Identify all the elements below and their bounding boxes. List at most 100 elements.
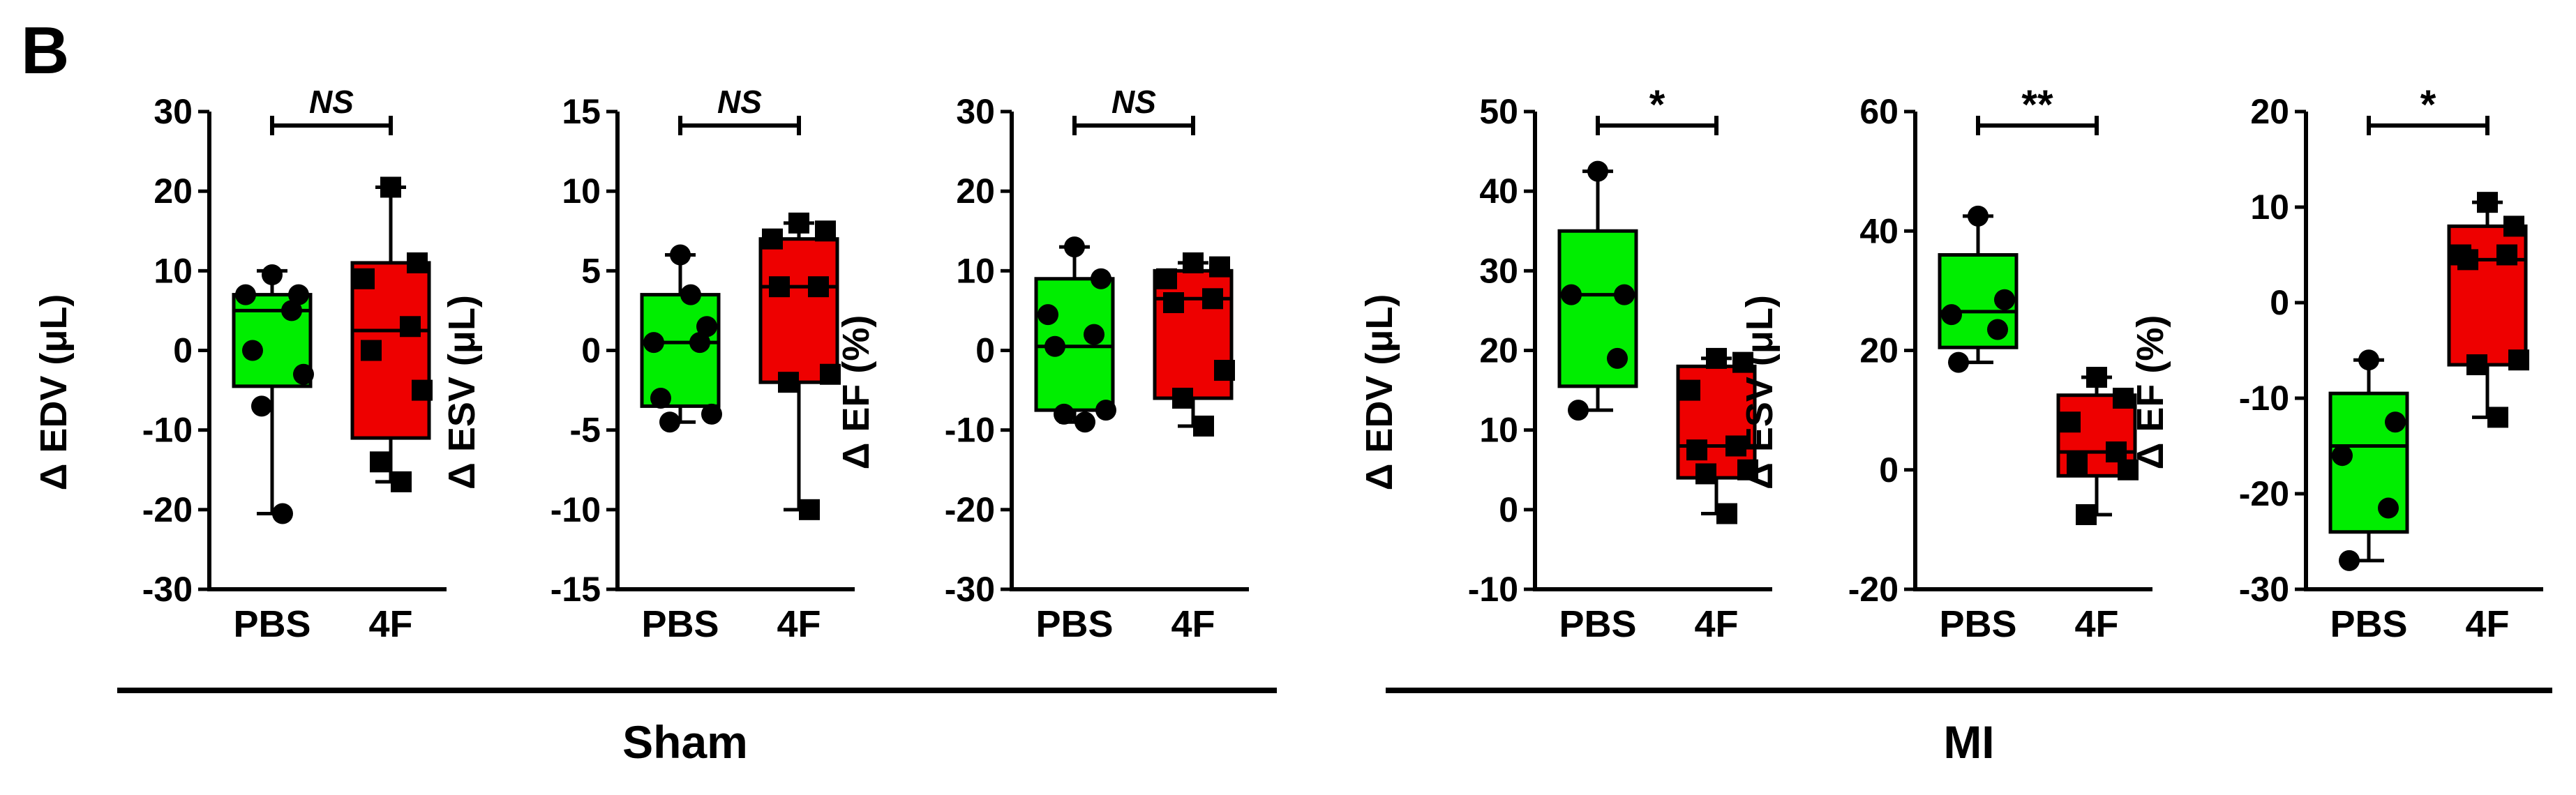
data-point [769, 276, 790, 298]
data-point [788, 212, 809, 234]
y-tick-label: -20 [2239, 474, 2289, 513]
data-point [1695, 463, 1716, 485]
x-category-label: PBS [641, 603, 719, 645]
data-point [1706, 347, 1727, 369]
x-category-label: PBS [233, 603, 310, 645]
data-point [1725, 435, 1746, 457]
data-point [1095, 400, 1116, 421]
x-category-label: PBS [1559, 603, 1636, 645]
series-4f [1153, 252, 1235, 437]
y-tick-label: 15 [562, 92, 601, 131]
data-point [2113, 388, 2134, 409]
x-category-label: 4F [2074, 603, 2118, 645]
x-category-label: 4F [777, 603, 821, 645]
data-point [262, 264, 283, 286]
data-point [370, 451, 391, 473]
chart-2: -15 -10 -5 0 5 10 15 Δ ESV (μL) PBS 4F NS [441, 84, 855, 645]
data-point [762, 228, 783, 250]
y-tick-label: -10 [1468, 570, 1518, 609]
data-point [391, 471, 412, 492]
y-tick-label: -10 [2239, 379, 2289, 418]
y-tick-label: -15 [551, 570, 601, 609]
y-tick-label: -30 [142, 570, 193, 609]
data-point [2118, 459, 2139, 480]
y-tick-label: -5 [570, 411, 601, 450]
y-tick-label: 10 [562, 172, 601, 211]
data-point [293, 363, 314, 385]
y-tick-label: 10 [1479, 411, 1518, 450]
data-point [2106, 441, 2127, 463]
data-point [2086, 367, 2107, 388]
y-tick-label: -30 [945, 570, 995, 609]
y-tick-label: -20 [142, 490, 193, 529]
y-axis-label: Δ EF (%) [2129, 315, 2171, 470]
data-point [1968, 205, 1989, 227]
y-tick-label: 20 [956, 172, 995, 211]
data-point [1209, 256, 1230, 278]
series-4f [2056, 367, 2139, 525]
data-point [400, 316, 421, 338]
data-point [361, 340, 382, 361]
data-point [2457, 249, 2478, 271]
data-point [2466, 354, 2487, 376]
group-bars-layer: Sham MI [117, 688, 2552, 768]
y-tick-label: 0 [173, 331, 193, 370]
data-point [1737, 459, 1758, 480]
data-point [1183, 252, 1204, 273]
panel-letter: B [21, 13, 70, 88]
y-tick-label: 0 [581, 331, 601, 370]
data-point [1064, 236, 1085, 258]
data-point [1614, 284, 1635, 305]
series-4f [1676, 347, 1758, 524]
x-category-label: PBS [1939, 603, 2016, 645]
data-point [2496, 244, 2517, 266]
series-4f [350, 176, 433, 492]
y-tick-label: 40 [1479, 172, 1518, 211]
data-point [1038, 304, 1058, 326]
data-point [380, 176, 401, 198]
significance-label: ** [2021, 82, 2053, 128]
data-point [2076, 503, 2097, 525]
y-tick-label: 20 [1859, 331, 1899, 370]
data-point [820, 363, 841, 385]
data-point [1084, 324, 1104, 345]
series-pbs [1034, 236, 1116, 433]
group-label-mi: MI [1943, 716, 1994, 768]
y-tick-label: -20 [1848, 570, 1899, 609]
y-tick-label: 30 [956, 92, 995, 131]
data-point [1163, 292, 1184, 313]
data-point [1202, 288, 1223, 310]
data-point [1994, 289, 2015, 310]
y-tick-label: 5 [581, 251, 601, 290]
data-point [696, 316, 717, 338]
series-pbs [2328, 349, 2409, 571]
y-tick-label: 0 [2270, 283, 2289, 322]
y-tick-label: 10 [153, 251, 193, 290]
x-category-label: 4F [1171, 603, 1215, 645]
y-tick-label: 20 [153, 172, 193, 211]
chart-1: -30 -20 -10 0 10 20 30 Δ EDV (μL) PBS 4F NS [33, 84, 447, 645]
y-tick-label: 0 [975, 331, 995, 370]
y-tick-label: -10 [142, 411, 193, 450]
data-point [680, 284, 701, 305]
data-point [2487, 407, 2508, 428]
y-tick-label: 20 [1479, 331, 1518, 370]
data-point [2508, 349, 2529, 371]
data-point [689, 332, 710, 354]
box-iqr [758, 237, 839, 384]
series-pbs [640, 244, 722, 433]
y-axis-label: Δ EF (%) [835, 315, 877, 470]
data-point [1568, 400, 1589, 421]
y-axis-label: Δ EDV (μL) [33, 294, 75, 491]
data-point [235, 284, 256, 305]
data-point [1941, 304, 1962, 326]
data-point [1587, 160, 1608, 182]
series-pbs [1938, 205, 2019, 373]
y-tick-label: 0 [1879, 450, 1899, 490]
data-point [1607, 347, 1628, 369]
data-point [1193, 415, 1214, 437]
data-point [407, 252, 428, 273]
data-point [2358, 349, 2379, 371]
significance-label: * [1649, 82, 1665, 128]
